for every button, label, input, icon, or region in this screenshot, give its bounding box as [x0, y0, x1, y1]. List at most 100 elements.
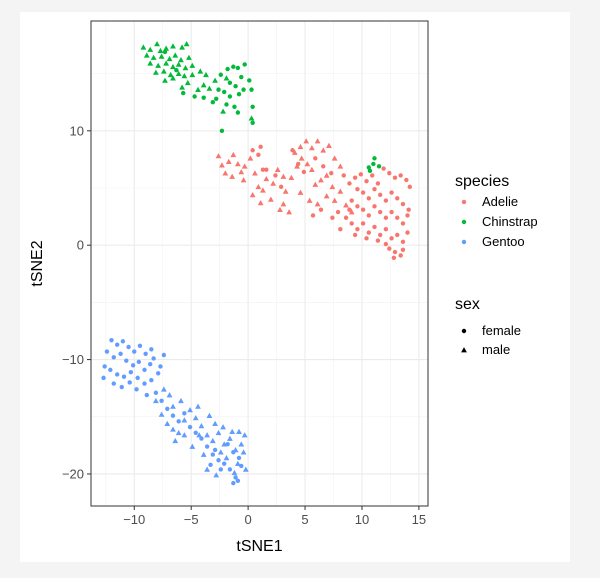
- gentoo-female-point: [130, 363, 136, 368]
- gentoo-male-point: [164, 420, 171, 426]
- adelie-female-point: [347, 207, 352, 212]
- gentoo-male-point: [213, 472, 220, 478]
- gentoo-female-point: [148, 361, 153, 367]
- gentoo-female-point: [227, 467, 233, 472]
- chinstrap-male-point: [189, 71, 196, 78]
- chinstrap-female-point: [235, 65, 241, 71]
- legend-label-chinstrap: Chinstrap: [482, 214, 538, 229]
- chinstrap-male-point: [147, 46, 154, 52]
- gentoo-female-point: [151, 356, 156, 361]
- chinstrap-female-point: [181, 90, 186, 96]
- chinstrap-female-point: [232, 104, 237, 109]
- chinstrap-female-point: [174, 67, 179, 73]
- adelie-female-point: [407, 184, 412, 190]
- adelie-male-point: [280, 173, 287, 179]
- adelie-female-point: [383, 226, 389, 232]
- gentoo-male-point: [166, 392, 173, 398]
- gentoo-female-point: [149, 347, 154, 352]
- gentoo-male-point: [204, 432, 211, 438]
- adelie-female-point: [400, 239, 406, 244]
- adelie-male-point: [260, 187, 266, 193]
- gentoo-male-point: [200, 451, 207, 457]
- adelie-male-point: [280, 201, 287, 207]
- chinstrap-female-point: [233, 84, 238, 89]
- gentoo-female-point: [210, 452, 216, 457]
- x-tick-label: −10: [123, 512, 145, 527]
- chinstrap-female-point: [371, 161, 376, 167]
- gentoo-male-point: [217, 449, 224, 455]
- legend: species sex Adelie Chinstrap Gentoo female m…: [455, 173, 538, 357]
- chinstrap-female-point: [192, 94, 197, 99]
- adelie-male-point: [312, 181, 319, 187]
- gentoo-female-point: [159, 398, 164, 403]
- adelie-male-point: [230, 151, 237, 158]
- gentoo-male-point: [220, 424, 226, 430]
- adelie-male-point: [215, 153, 222, 159]
- adelie-female-point: [405, 230, 410, 235]
- gentoo-male-point: [236, 428, 242, 434]
- legend-label-adelie: Adelie: [482, 194, 518, 209]
- adelie-male-point: [318, 177, 324, 183]
- gentoo-female-point: [155, 371, 161, 376]
- chinstrap-female-point: [241, 87, 246, 92]
- gentoo-male-point: [178, 397, 184, 404]
- x-tick-label: 15: [412, 512, 426, 527]
- x-tick-label: −5: [184, 512, 199, 527]
- adelie-female-point: [387, 170, 392, 176]
- adelie-male-point: [348, 209, 355, 215]
- adelie-male-point: [329, 183, 336, 190]
- gentoo-female-point: [187, 424, 193, 430]
- adelie-female-point: [372, 186, 377, 192]
- adelie-male-point: [241, 163, 248, 169]
- gentoo-male-point: [181, 432, 188, 438]
- gentoo-female-point: [111, 381, 116, 386]
- gentoo-female-point: [111, 355, 116, 360]
- chinstrap-male-point: [206, 85, 213, 91]
- adelie-female-point: [400, 201, 406, 207]
- chinstrap-female-point: [366, 165, 371, 170]
- adelie-female-point: [383, 215, 389, 220]
- adelie-female-point: [349, 198, 354, 203]
- adelie-female-point: [341, 173, 346, 178]
- adelie-female-point: [352, 232, 358, 238]
- adelie-male-point: [291, 149, 298, 155]
- chinstrap-female-point: [249, 87, 254, 92]
- grid: [91, 21, 428, 506]
- adelie-female-point: [329, 170, 334, 176]
- chinstrap-female-point: [376, 164, 382, 169]
- chinstrap-female-point: [372, 156, 377, 161]
- adelie-female-point: [389, 209, 394, 215]
- adelie-female-point: [406, 207, 411, 212]
- chinstrap-female-point: [225, 66, 230, 72]
- gentoo-male-point: [172, 437, 179, 444]
- y-axis-title: tSNE2: [29, 240, 46, 286]
- adelie-female-point: [372, 224, 377, 230]
- adelie-female-point: [377, 192, 383, 198]
- chinstrap-male-point: [248, 115, 255, 121]
- chinstrap-male-point: [220, 108, 226, 114]
- adelie-male-point: [331, 155, 338, 161]
- adelie-male-point: [326, 142, 332, 149]
- adelie-male-point: [274, 166, 281, 173]
- chinstrap-male-point: [175, 61, 182, 67]
- adelie-female-point: [372, 204, 377, 209]
- chinstrap-male-point: [184, 79, 191, 86]
- adelie-male-point: [257, 199, 264, 206]
- adelie-female-point: [338, 226, 343, 232]
- gentoo-female-point: [233, 475, 238, 480]
- gentoo-female-point: [102, 364, 107, 369]
- adelie-female-point: [347, 181, 352, 186]
- adelie-female-point: [364, 178, 369, 184]
- chinstrap-female-point: [227, 80, 233, 85]
- legend-key-chinstrap: [461, 219, 467, 225]
- adelie-female-point: [405, 213, 410, 218]
- chinstrap-female-point: [224, 102, 229, 107]
- gentoo-male-point: [212, 420, 218, 426]
- gentoo-female-point: [119, 384, 124, 390]
- adelie-female-point: [318, 207, 324, 212]
- chinstrap-female-point: [250, 104, 255, 109]
- gentoo-male-point: [241, 432, 248, 438]
- adelie-female-point: [310, 213, 316, 218]
- adelie-male-point: [337, 188, 344, 194]
- chinstrap-male-point: [197, 68, 204, 74]
